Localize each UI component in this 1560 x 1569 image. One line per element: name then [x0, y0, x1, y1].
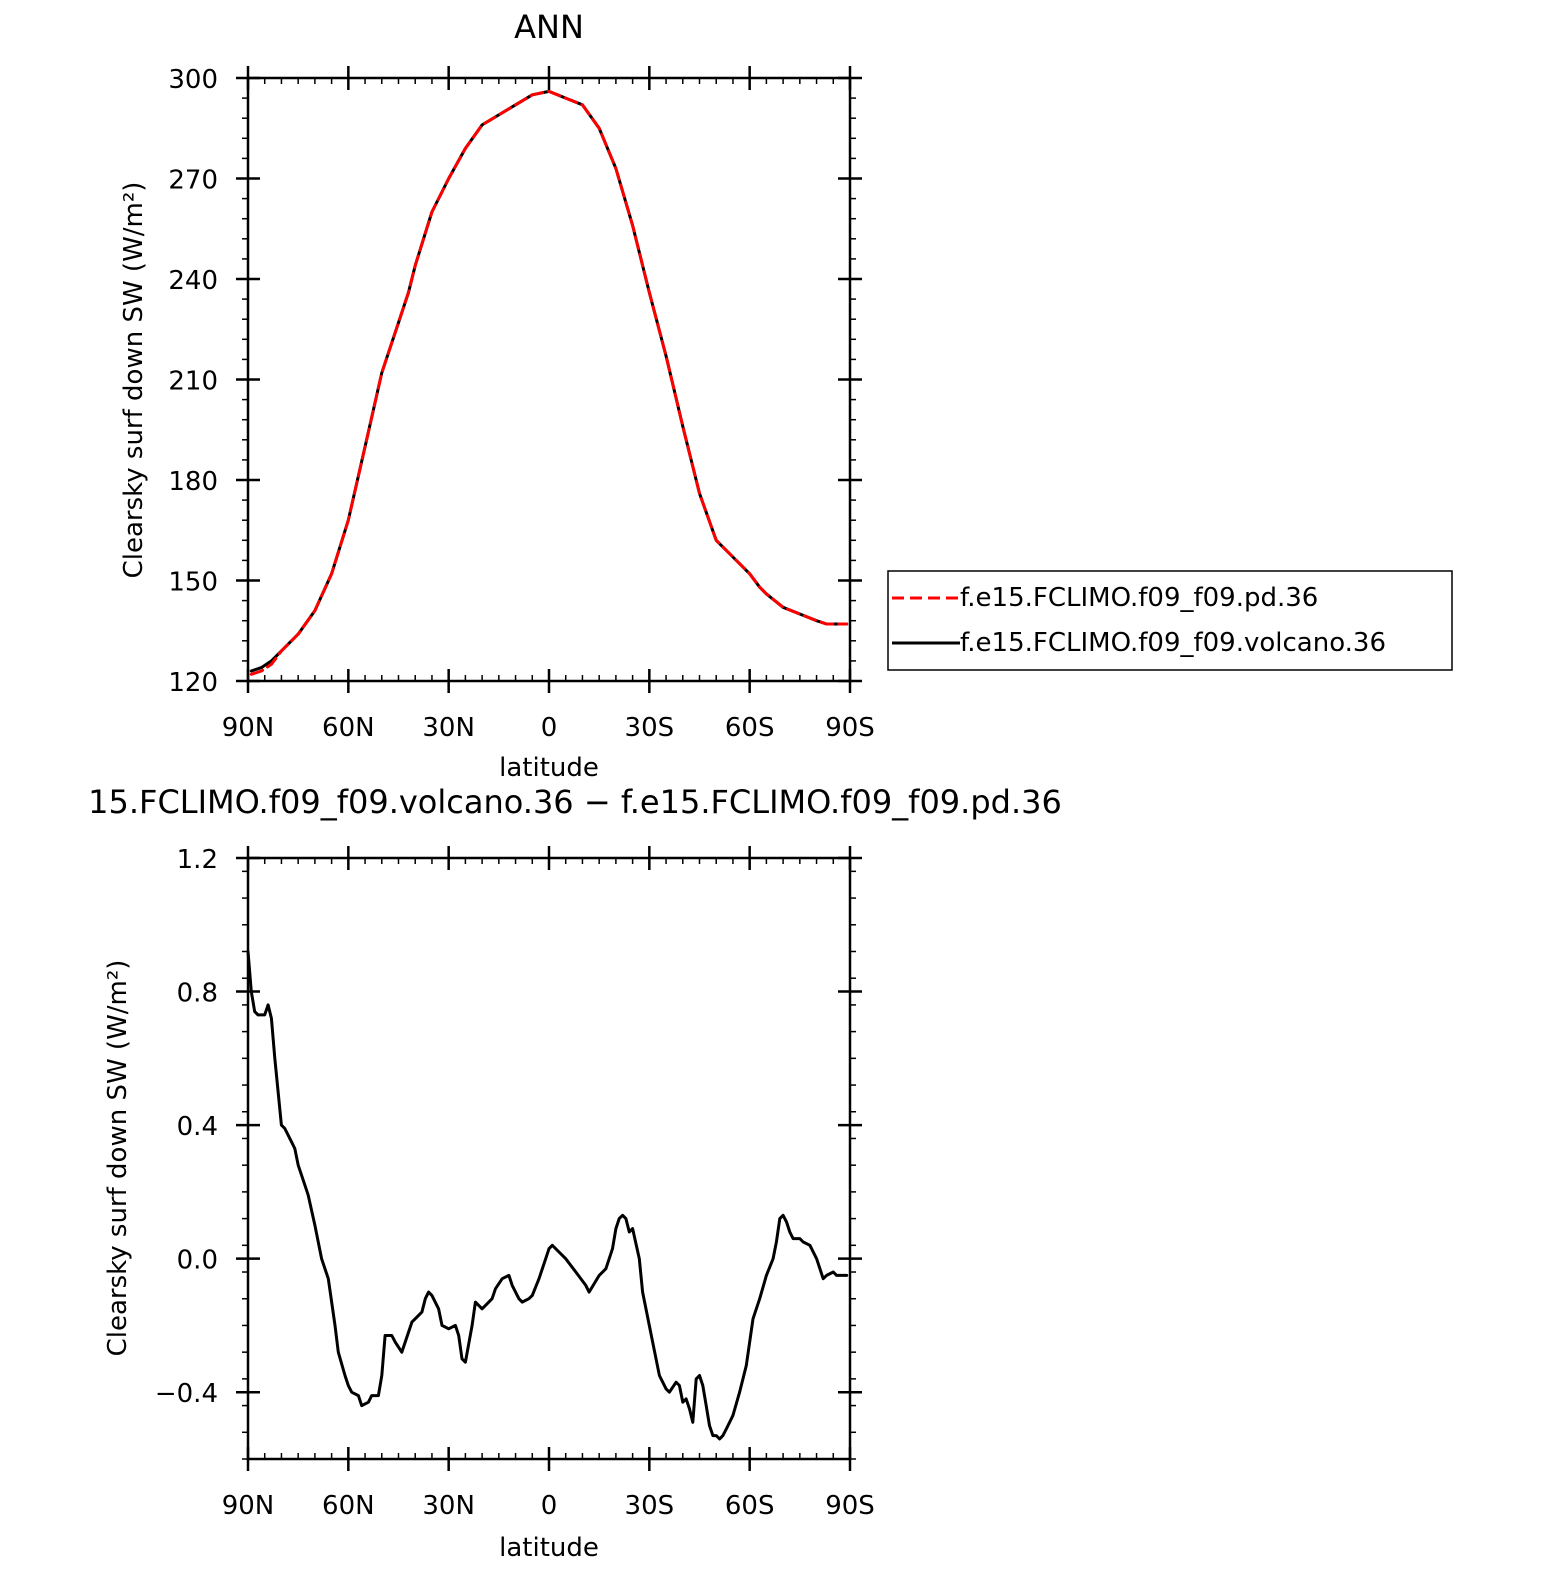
y-tick-label: −0.4 [155, 1379, 218, 1409]
y-tick-label: 270 [168, 166, 218, 196]
x-tick-label: 90N [222, 713, 275, 743]
y-tick-label: 210 [168, 367, 218, 397]
x-tick-label: 60N [322, 713, 375, 743]
mean-profile-panel: ANN 90N 60N 30N 0 30S 60S 90S 300 270 240 210 180 15… [119, 8, 875, 783]
x-tick-label: 60S [725, 1491, 775, 1521]
legend-box [887, 570, 1453, 671]
top-chart-title: ANN [514, 8, 584, 46]
top-y-axis-label: Clearsky surf down SW (W/m²) [119, 182, 149, 579]
bottom-y-axis-label: Clearsky surf down SW (W/m²) [103, 960, 133, 1357]
x-tick-label: 30S [625, 713, 675, 743]
y-tick-label: 150 [168, 568, 218, 598]
y-tick-label: 240 [168, 266, 218, 296]
x-tick-label: 30N [422, 1491, 475, 1521]
y-tick-label: 1.2 [177, 845, 218, 875]
y-tick-label: 180 [168, 467, 218, 497]
x-tick-label: 0 [541, 713, 558, 743]
bottom-plot-frame [246, 856, 852, 1461]
legend-label-pd: f.e15.FCLIMO.f09_f09.pd.36 [960, 583, 1318, 613]
x-tick-label: 60S [725, 713, 775, 743]
y-tick-label: 0.4 [177, 1112, 218, 1142]
top-x-axis-label: latitude [499, 753, 599, 783]
x-tick-label: 0 [541, 1491, 558, 1521]
bottom-x-axis-label: latitude [499, 1533, 599, 1563]
x-tick-label: 90N [222, 1491, 275, 1521]
x-tick-label: 30S [625, 1491, 675, 1521]
legend-label-volcano: f.e15.FCLIMO.f09_f09.volcano.36 [960, 628, 1386, 658]
x-tick-label: 60N [322, 1491, 375, 1521]
y-tick-label: 0.0 [177, 1246, 218, 1276]
series-line-pd [249, 89, 849, 676]
x-tick-label: 90S [825, 713, 875, 743]
legend: f.e15.FCLIMO.f09_f09.pd.36 f.e15.FCLIMO.… [887, 570, 1453, 671]
difference-panel: 15.FCLIMO.f09_f09.volcano.36 − f.e15.FCL… [88, 783, 1062, 1563]
difference-line [246, 950, 849, 1441]
bottom-chart-title: 15.FCLIMO.f09_f09.volcano.36 − f.e15.FCL… [88, 783, 1062, 821]
top-plot-frame [246, 76, 852, 683]
x-tick-label: 30N [422, 713, 475, 743]
y-tick-label: 0.8 [177, 979, 218, 1009]
series-line-volcano [249, 89, 849, 673]
y-tick-label: 300 [168, 65, 218, 95]
x-tick-label: 90S [825, 1491, 875, 1521]
y-tick-label: 120 [168, 668, 218, 698]
